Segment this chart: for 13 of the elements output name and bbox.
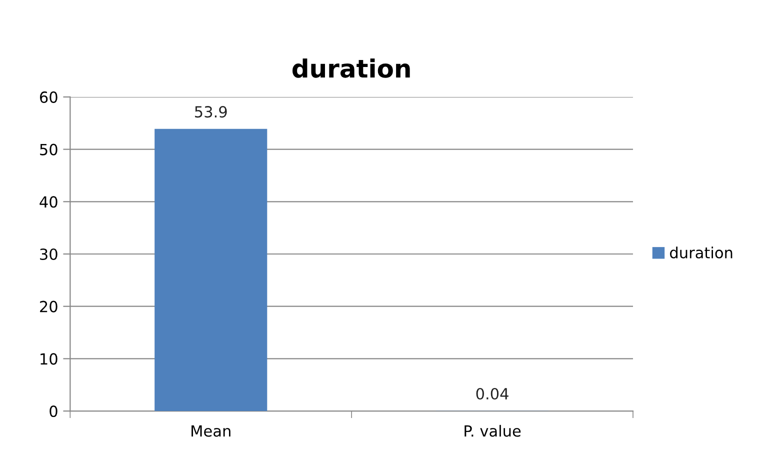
y-tick-label: 20: [40, 300, 58, 312]
y-tick-label: 50: [40, 144, 58, 156]
legend-label: duration: [670, 246, 732, 258]
y-tick-label: 60: [40, 91, 58, 103]
y-tick-label: 40: [40, 196, 58, 208]
data-label: 53.9: [195, 106, 227, 118]
x-tick-label: P. value: [464, 424, 521, 437]
y-tick-label: 10: [40, 353, 58, 365]
data-label: 0.04: [476, 388, 508, 400]
x-tick-label: Mean: [192, 425, 230, 437]
y-tick-label: 0: [50, 406, 58, 418]
chart-title: duration: [292, 58, 410, 78]
y-tick-label: 30: [40, 248, 58, 260]
